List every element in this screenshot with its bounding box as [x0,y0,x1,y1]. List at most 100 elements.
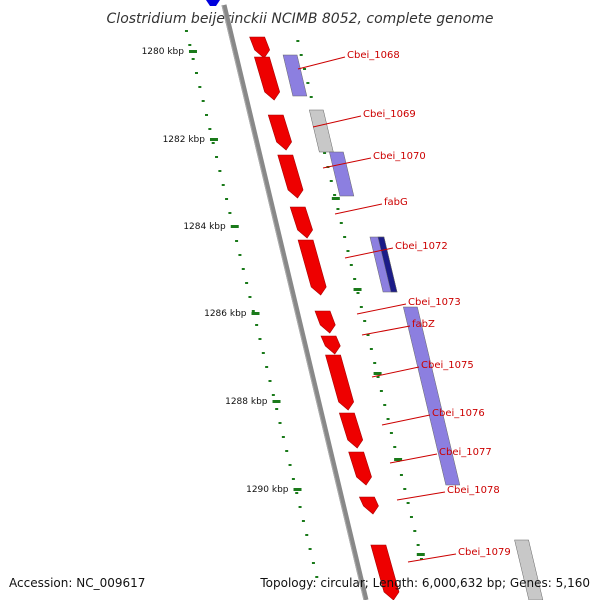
tick-dot [184,30,188,32]
scale-tick-label: 1280 kbp [142,47,185,57]
tick-dot [333,194,337,196]
gene-bar [403,306,461,486]
tick-dot [188,44,192,46]
gene-leader-line [297,56,346,70]
cds-arrows [249,36,400,600]
tick-dot [258,338,262,340]
scale-tick-label: 1286 kbp [204,309,247,319]
cds-arrow [249,36,270,59]
scale-tick-mark [272,400,281,403]
gene-label: fabZ [412,319,435,330]
tick-dot [323,152,327,154]
tick-dot [288,464,292,466]
gene-bar [309,109,334,153]
tick-dot [413,530,417,532]
cds-arrow [277,154,304,199]
scale-tick-label: 1282 kbp [163,135,206,145]
tick-dot [248,296,252,298]
tick-dot [306,82,310,84]
tick-dot [296,40,300,42]
tick-dot [275,408,279,410]
gene-leader-line [396,491,446,501]
tick-dot [198,86,202,88]
gene-leader-line [371,366,420,378]
tick-dot [235,240,239,242]
gene-leader-line [361,325,411,336]
tick-dot [311,562,315,564]
cds-arrow [348,451,372,486]
cds-arrow [289,206,313,239]
gene-leader-line [407,553,457,563]
tick-dot [211,142,215,144]
tick-dot [363,320,367,322]
tick-dot [295,492,299,494]
tick-dot [265,366,269,368]
gene-label: Cbei_1068 [347,50,400,61]
backbone-highlight [221,4,365,600]
scale-tick-label: 1290 kbp [246,485,289,495]
map-title: Clostridium beijerinckii NCIMB 8052, com… [107,11,494,27]
tick-dot [298,506,302,508]
tick-dot [278,422,282,424]
tick-dot [353,278,357,280]
tick-dot [281,436,285,438]
tick-dot [194,72,198,74]
tick-dot [369,348,373,350]
cds-arrow [338,412,364,449]
tick-dot [409,516,413,518]
cds-arrow [254,56,281,101]
cds-arrow [358,496,379,515]
gene-label: Cbei_1072 [395,241,448,252]
tick-dot [221,184,225,186]
tick-dot [228,212,232,214]
cds-arrow [297,239,327,296]
gene-bar [329,151,355,197]
cds-arrow [325,354,354,411]
gene-labels: Cbei_1068 Cbei_1069 Cbei_1070 fabG Cbei_1072… [297,50,511,563]
tick-mark [331,197,340,200]
tick-dot [299,54,303,56]
gene-bar [514,539,544,600]
tick-dot [336,208,340,210]
tick-dot [379,390,383,392]
gene-label: Cbei_1070 [373,151,426,162]
tick-dot [416,544,420,546]
gene-label: Cbei_1075 [421,360,474,371]
tick-dot [343,236,347,238]
tick-dot [356,292,360,294]
scale-ticks: 1280 kbp 1282 kbp 1284 kbp 1286 kbp 1288 kbp… [142,47,302,495]
gene-label: Cbei_1073 [408,297,461,308]
tick-dot [305,534,309,536]
tick-dot [393,446,397,448]
tick-dot [386,418,390,420]
accession-text: Accession: NC_009617 [9,576,146,590]
scale-tick-label: 1288 kbp [225,397,268,407]
scale-tick-mark [188,50,197,53]
gene-bar [377,236,398,293]
cds-arrow [267,114,292,151]
tick-dot [303,68,307,70]
tick-dot [251,310,255,312]
tick-mark [353,288,362,291]
tick-dot [261,352,265,354]
tick-dot [309,96,313,98]
gene-bar [282,54,308,97]
tick-dot [225,198,229,200]
tick-dot [406,502,410,504]
tick-mark [373,372,382,375]
tick-dot [359,306,363,308]
tick-dot [205,114,209,116]
cds-arrow [370,544,400,600]
tick-dot [201,100,205,102]
gene-bars [282,54,544,600]
scale-tick-mark [251,312,260,315]
tick-dot [285,450,289,452]
gene-leader-line [322,157,372,169]
tick-dot [403,488,407,490]
tick-dot [238,254,242,256]
gene-leader-line [312,115,362,128]
origin-marker [206,0,220,6]
gene-label: Cbei_1077 [439,447,492,458]
gene-leader-line [344,247,394,259]
tick-dot [308,548,312,550]
